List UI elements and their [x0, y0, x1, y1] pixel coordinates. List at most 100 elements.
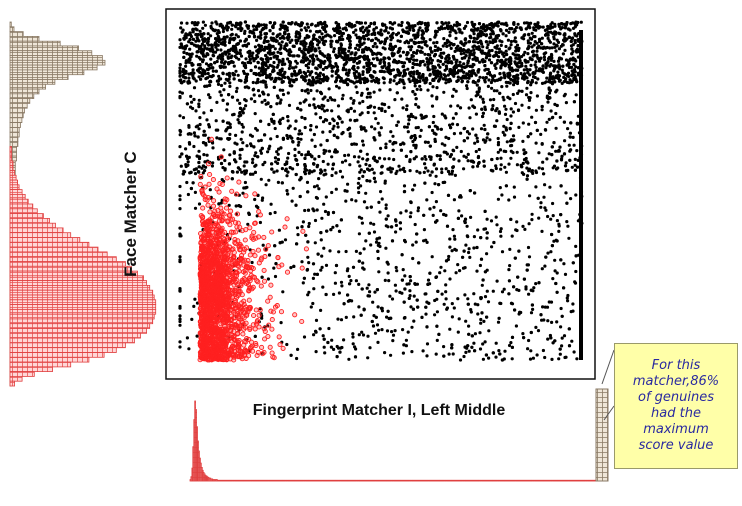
genuine-point — [390, 167, 395, 171]
genuine-point — [179, 164, 183, 168]
genuine-point — [420, 46, 424, 50]
genuine-point — [437, 79, 441, 83]
genuine-point — [354, 46, 358, 51]
genuine-point — [570, 65, 574, 69]
genuine-point — [220, 60, 224, 64]
genuine-point — [444, 297, 448, 301]
genuine-point — [254, 126, 258, 131]
genuine-point — [297, 140, 301, 144]
left-hist-gray-bar — [9, 40, 61, 47]
genuine-point — [516, 48, 521, 53]
genuine-point — [465, 86, 469, 91]
genuine-point — [444, 167, 448, 171]
genuine-point — [377, 270, 381, 274]
genuine-point — [434, 73, 438, 77]
genuine-point — [228, 60, 233, 64]
genuine-point — [315, 89, 319, 93]
genuine-point — [425, 25, 429, 29]
genuine-point — [309, 88, 313, 93]
genuine-point — [409, 38, 413, 42]
genuine-point — [242, 164, 246, 168]
genuine-point — [543, 183, 547, 187]
genuine-point — [388, 294, 392, 298]
genuine-point — [188, 37, 192, 42]
genuine-point — [494, 341, 498, 345]
genuine-point — [495, 119, 499, 123]
genuine-point — [549, 217, 553, 221]
genuine-point — [522, 172, 526, 176]
genuine-point — [579, 20, 583, 24]
genuine-point — [373, 70, 377, 74]
genuine-point — [383, 40, 387, 44]
genuine-point — [238, 101, 242, 105]
genuine-point — [485, 289, 489, 293]
genuine-point — [559, 306, 563, 311]
genuine-point — [221, 119, 225, 123]
genuine-point — [321, 159, 325, 164]
genuine-point — [307, 290, 311, 294]
genuine-point — [294, 119, 298, 123]
genuine-point — [544, 255, 548, 259]
genuine-point — [418, 63, 422, 67]
genuine-point — [216, 82, 221, 86]
genuine-point — [465, 84, 469, 88]
genuine-point — [476, 155, 480, 160]
genuine-point — [398, 54, 402, 58]
genuine-point — [495, 89, 499, 93]
genuine-point — [536, 56, 540, 60]
genuine-point — [374, 117, 378, 121]
genuine-point — [348, 39, 352, 43]
genuine-point — [383, 179, 387, 183]
genuine-point — [317, 105, 322, 109]
genuine-point — [391, 333, 396, 337]
genuine-point — [312, 333, 316, 337]
genuine-point — [323, 168, 327, 172]
genuine-point — [338, 169, 342, 173]
genuine-point — [555, 159, 559, 163]
genuine-point — [448, 277, 452, 281]
genuine-point — [430, 58, 434, 62]
genuine-point — [359, 81, 363, 85]
genuine-point — [379, 171, 383, 175]
genuine-point — [298, 129, 302, 133]
genuine-point — [253, 99, 257, 104]
genuine-point — [551, 341, 555, 345]
genuine-point — [469, 215, 473, 219]
genuine-point — [448, 155, 452, 159]
genuine-point — [504, 184, 508, 188]
genuine-point — [560, 154, 564, 158]
genuine-point — [217, 30, 221, 35]
genuine-point — [189, 170, 193, 174]
genuine-point — [551, 214, 555, 218]
genuine-point — [392, 79, 396, 83]
genuine-point — [313, 218, 318, 223]
genuine-point — [240, 147, 244, 151]
genuine-point — [543, 128, 548, 132]
genuine-point — [304, 233, 308, 237]
genuine-point — [266, 277, 270, 281]
genuine-point — [337, 291, 341, 295]
genuine-point — [207, 93, 211, 97]
genuine-point — [223, 158, 227, 163]
genuine-point — [306, 190, 310, 194]
genuine-point — [286, 57, 290, 61]
genuine-point — [318, 327, 322, 331]
left-hist-gray-bar — [9, 45, 79, 52]
genuine-point — [259, 33, 263, 37]
genuine-point — [446, 61, 450, 65]
genuine-point — [375, 45, 379, 49]
genuine-point — [569, 148, 573, 152]
genuine-point — [534, 169, 538, 173]
genuine-point — [480, 25, 484, 29]
genuine-point — [475, 245, 479, 250]
genuine-point — [300, 225, 304, 229]
genuine-point — [253, 154, 257, 158]
genuine-point — [412, 40, 416, 45]
genuine-point — [479, 317, 483, 322]
genuine-point — [402, 300, 406, 304]
genuine-point — [443, 269, 447, 273]
genuine-point — [382, 81, 386, 85]
genuine-point — [362, 200, 367, 204]
genuine-point — [395, 269, 399, 273]
genuine-point — [305, 180, 310, 184]
